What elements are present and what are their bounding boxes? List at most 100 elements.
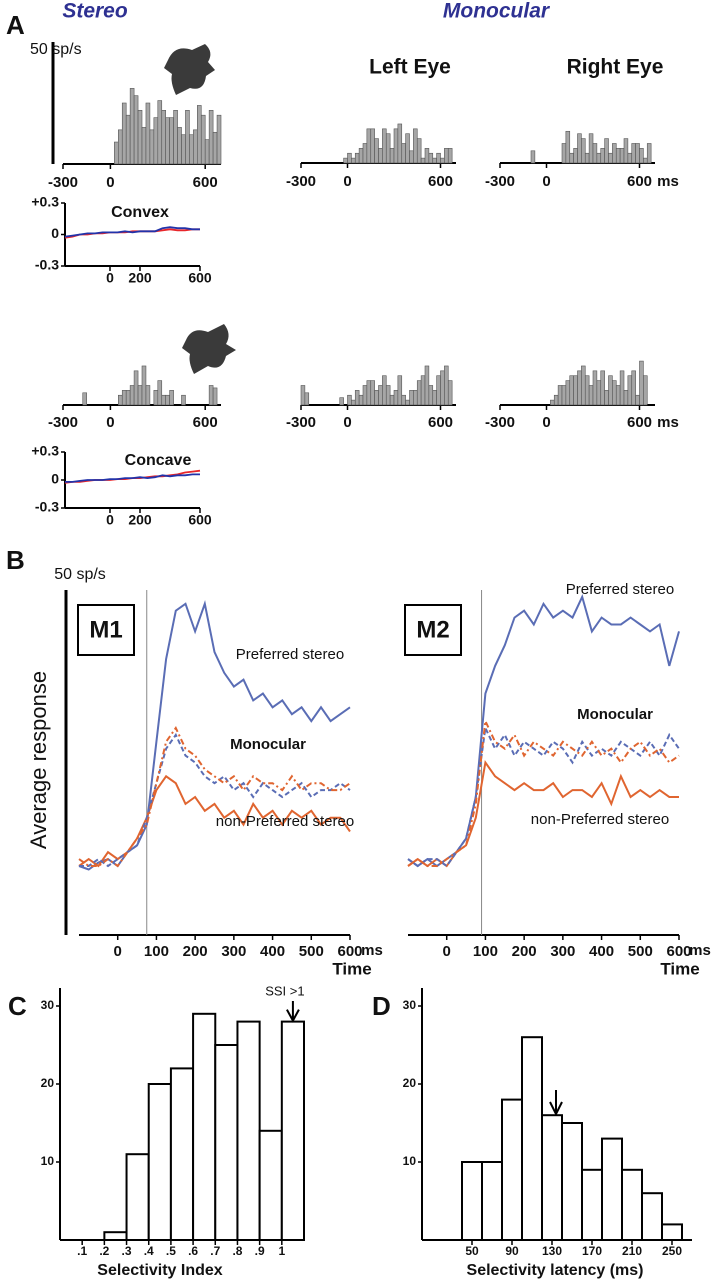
y-tick-label: 30 [41,998,55,1012]
bar [82,392,88,406]
series-line [64,226,200,238]
x-tick-label: 170 [582,1244,602,1258]
bar [370,128,375,164]
x-tick-label: 600 [428,414,453,431]
bar [181,134,186,165]
bar [378,385,383,406]
bar [565,380,571,406]
title-box [77,604,135,656]
bar [121,102,127,165]
x-tick-label: 600 [188,270,212,286]
bar [444,365,449,406]
x-tick-label: 600 [193,414,218,431]
bar [347,152,352,164]
x-tick-label: 600 [193,174,218,191]
bar [639,360,644,406]
bar [447,148,453,164]
x-tick-label: 210 [622,1244,642,1258]
bar [169,1067,195,1242]
x-tick-label: 600 [627,414,652,431]
x-tick-label: 600 [428,173,453,190]
bar [382,128,387,164]
bar [374,138,379,164]
bar [389,394,395,406]
bar [569,152,574,164]
series-line [78,774,351,868]
x-tick-label: -300 [286,414,316,431]
bar [125,390,131,406]
series-line [78,726,351,868]
x-tick-label: 0 [542,414,550,431]
scale-bar-label: 50 sp/s [54,566,106,583]
bar [161,110,166,165]
bar [370,380,375,406]
bar [481,1161,503,1241]
bar [444,148,449,164]
x-tick-label: 0 [106,414,114,431]
bar [401,143,406,164]
bar [588,133,594,164]
panel-label: C [8,991,27,1021]
bar [627,152,633,164]
stimulus-shape [182,324,236,374]
bar [623,390,629,406]
bar [600,370,605,406]
bar [416,138,422,164]
bar [553,394,559,406]
bar [440,370,445,406]
bar [149,129,155,165]
x-tick-label: .1 [77,1244,87,1258]
y-tick-label: 30 [403,998,417,1012]
x-tick-label: .7 [210,1244,220,1258]
bar [129,88,135,165]
bar [619,370,625,406]
x-tick-label: 200 [512,943,537,960]
bar [362,385,368,406]
x-tick-label: 200 [128,270,152,286]
y-tick-label: 20 [41,1076,55,1090]
series-label: Monocular [577,706,653,723]
series-label: Preferred stereo [236,646,344,663]
bar [258,1129,283,1242]
bar [608,375,613,406]
bar [378,148,383,164]
bar [635,143,640,164]
bar [114,141,119,165]
x-axis-label: Selectivity latency (ms) [467,1262,644,1279]
bar [631,143,636,164]
y-tick-label: +0.3 [31,194,59,210]
x-axis-label: Time [332,959,371,978]
x-tick-label: .3 [122,1244,132,1258]
bar [141,365,147,406]
x-tick-label: 0 [114,943,122,960]
bar [351,157,356,164]
bar [236,1020,261,1241]
bar [409,390,414,406]
column-title: Stereo [62,0,128,23]
x-tick-label: 100 [144,943,169,960]
bar [581,138,586,164]
x-tick-label: .4 [144,1244,154,1258]
y-axis-label: Average response [26,671,51,849]
x-tick-label: -300 [48,414,78,431]
annotation-arrow [286,1001,300,1023]
bar [189,134,194,165]
bar [192,1012,217,1241]
bar [347,394,352,406]
bar [615,385,621,406]
bar [173,110,178,165]
annotation: SSI >1 [265,983,304,998]
y-tick-label: 0 [51,471,59,487]
bar [214,1044,239,1241]
bar [623,138,629,164]
x-tick-label: 130 [542,1244,562,1258]
bar [354,152,360,164]
x-tick-label: 500 [628,943,653,960]
x-tick-label: 90 [505,1244,519,1258]
series-line [407,594,680,868]
bar [165,394,170,406]
bar [125,114,131,165]
bar [557,385,563,406]
x-tick-label: 0 [106,512,114,528]
bar [608,152,613,164]
